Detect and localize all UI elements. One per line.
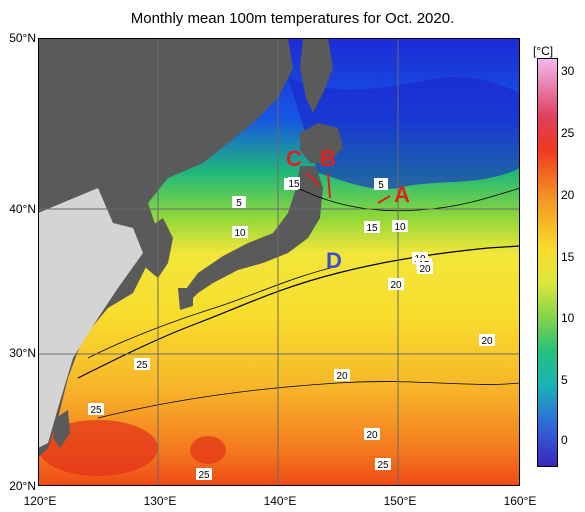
svg-text:25: 25 xyxy=(136,360,148,371)
marker-b: B xyxy=(320,146,336,171)
warm-eddy xyxy=(190,436,226,464)
land-shelf-light xyxy=(38,188,143,448)
map-frame xyxy=(38,38,520,486)
contour-label: 10 xyxy=(232,226,248,239)
contour-label: 20 xyxy=(388,278,404,291)
land-taiwan xyxy=(53,410,70,448)
contour-label: 15 xyxy=(364,221,380,234)
marker-b-line xyxy=(327,172,331,199)
contour-label: 25 xyxy=(88,403,104,416)
graticule xyxy=(38,38,520,486)
lat-label-20n: 20°N xyxy=(9,479,36,493)
colorbar-tick-10: 10 xyxy=(561,311,575,325)
map-title: Monthly mean 100m temperatures for Oct. … xyxy=(130,10,455,27)
colorbar-tick-25: 25 xyxy=(561,126,575,140)
contour-label: 15 xyxy=(288,177,300,190)
marker-a: A xyxy=(394,182,410,207)
contour-line-4 xyxy=(97,381,520,419)
contour-label: 5 xyxy=(232,196,246,209)
contour-label: 10 xyxy=(392,220,408,233)
svg-text:10: 10 xyxy=(394,222,406,233)
lon-label-160e: 160°E xyxy=(503,494,537,508)
contour-label: 20 xyxy=(364,428,380,441)
contour-label: 25 xyxy=(375,458,391,471)
marker-c: C xyxy=(286,146,302,171)
svg-text:15: 15 xyxy=(288,179,300,190)
colorbar-unit: [°C] xyxy=(533,44,554,58)
colorbar-tick-0: 0 xyxy=(561,433,568,447)
svg-text:25: 25 xyxy=(377,460,389,471)
contour-label: 25 xyxy=(134,358,150,371)
svg-text:5: 5 xyxy=(378,180,384,191)
lon-label-140e: 140°E xyxy=(263,494,297,508)
land-hokkaido xyxy=(300,123,343,163)
contour-label: 5 xyxy=(374,178,388,191)
land-kyushu xyxy=(178,288,193,310)
contour-line-3 xyxy=(297,187,520,212)
svg-text:20: 20 xyxy=(481,336,493,347)
marker-a-line xyxy=(377,195,391,204)
contour-label: 20 xyxy=(334,369,350,382)
svg-text:20: 20 xyxy=(390,280,402,291)
colorbar xyxy=(537,58,558,467)
lat-label-50n: 50°N xyxy=(9,31,36,45)
svg-text:15: 15 xyxy=(366,223,378,234)
land-mainland xyxy=(38,38,293,458)
cold-water-region xyxy=(288,76,520,190)
land-sakhalin xyxy=(300,38,333,113)
colorbar-tick-20: 20 xyxy=(561,188,575,202)
lon-label-130e: 130°E xyxy=(143,494,177,508)
svg-text:25: 25 xyxy=(90,405,102,416)
contour-label: 25 xyxy=(196,468,212,481)
lon-label-120e: 120°E xyxy=(23,494,57,508)
svg-text:20: 20 xyxy=(366,430,378,441)
marker-d: D xyxy=(326,248,342,273)
lat-label-30n: 30°N xyxy=(9,346,36,360)
colorbar-tick-5: 5 xyxy=(561,373,568,387)
svg-text:10: 10 xyxy=(234,228,246,239)
lat-label-40n: 40°N xyxy=(9,202,36,216)
svg-text:20: 20 xyxy=(419,264,431,275)
map-svg: 5 5 5 10 10 10 15 15 15 20 20 20 20 20 2… xyxy=(38,38,520,486)
colorbar-tick-30: 30 xyxy=(561,64,575,78)
svg-text:25: 25 xyxy=(198,470,210,481)
svg-text:20: 20 xyxy=(336,371,348,382)
temperature-map: 5 5 5 10 10 10 15 15 15 20 20 20 20 20 2… xyxy=(38,38,520,486)
contour-label: 20 xyxy=(417,262,433,275)
contour-label: 20 xyxy=(479,334,495,347)
colorbar-tick-15: 15 xyxy=(561,250,575,264)
land-honshu xyxy=(183,166,323,303)
marker-c-line xyxy=(305,172,321,187)
svg-text:5: 5 xyxy=(236,198,242,209)
contour-line-2 xyxy=(87,265,339,359)
lon-label-150e: 150°E xyxy=(383,494,417,508)
